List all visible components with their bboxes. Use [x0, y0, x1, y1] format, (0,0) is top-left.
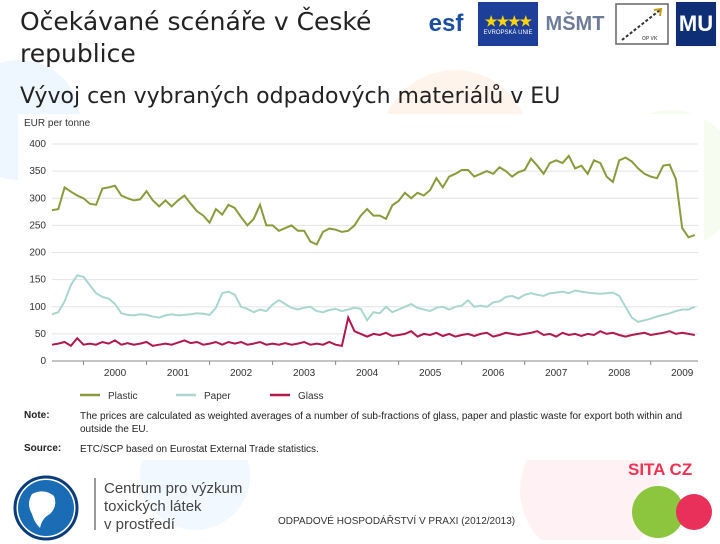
y-tick-label: 100 — [29, 302, 46, 313]
sita-logo-text: SITA CZ — [628, 460, 693, 479]
note-label: Note: — [24, 410, 50, 421]
x-tick-label: 2003 — [293, 368, 316, 379]
slide-subtitle: Vývoj cen vybraných odpadových materiálů… — [20, 84, 561, 109]
x-tick-label: 2005 — [419, 368, 442, 379]
globe-icon — [13, 475, 79, 541]
footer-divider — [94, 478, 96, 530]
eu-stars-icon: ★★★★ — [484, 12, 532, 29]
msmt-logo: MŠMT — [545, 12, 605, 35]
x-tick-label: 2004 — [356, 368, 379, 379]
y-tick-label: 300 — [29, 193, 46, 204]
source-text: ETC/SCP based on Eurostat External Trade… — [80, 444, 319, 455]
slide-title: Očekávané scénáře v České republice — [20, 7, 372, 68]
legend-label-plastic: Plastic — [108, 391, 137, 402]
y-axis-label: EUR per tonne — [24, 118, 91, 129]
x-tick-label: 2000 — [104, 368, 127, 379]
note-text: The prices are calculated as weighted av… — [80, 411, 683, 435]
x-tick-label: 2006 — [482, 368, 505, 379]
eu-logo: ★★★★ EVROPSKÁ UNIE — [478, 2, 538, 46]
opvk-logo: OP VK — [612, 2, 672, 46]
chart-panel: EUR per tonne 0 50 100 150 200 250 300 350 400 2… — [18, 114, 704, 460]
suez-sita-logo — [632, 486, 712, 538]
source-label: Source: — [24, 443, 62, 454]
y-tick-label: 400 — [29, 139, 46, 150]
opvk-arrow-icon: OP VK — [615, 3, 669, 45]
series-line-paper — [51, 274, 696, 323]
y-tick-label: 50 — [35, 329, 47, 340]
x-tick-label: 2002 — [230, 368, 253, 379]
y-tick-label: 200 — [29, 248, 46, 259]
x-tick-label: 2008 — [608, 368, 631, 379]
x-tick-label: 2007 — [545, 368, 568, 379]
logo-bar: esf ★★★★ EVROPSKÁ UNIE MŠMT OP VK MU — [418, 0, 720, 48]
legend-label-paper: Paper — [204, 391, 231, 402]
esf-logo: esf — [428, 10, 464, 37]
series-line-plastic — [51, 154, 696, 246]
footer — [0, 470, 720, 541]
y-tick-label: 250 — [29, 220, 46, 231]
centrum-text: Centrum pro výzkum toxických látek v pro… — [104, 480, 243, 533]
mu-logo: MU — [676, 2, 716, 46]
x-tick-label: 2009 — [671, 368, 694, 379]
y-tick-label: 0 — [40, 356, 46, 367]
y-tick-label: 150 — [29, 275, 46, 286]
y-tick-label: 350 — [29, 166, 46, 177]
x-tick-label: 2001 — [167, 368, 190, 379]
svg-text:OP VK: OP VK — [642, 36, 658, 42]
legend-label-glass: Glass — [298, 391, 324, 402]
footer-caption: ODPADOVÉ HOSPODÁŘSTVÍ V PRAXI (2012/2013… — [278, 516, 516, 527]
price-chart: EUR per tonne 0 50 100 150 200 250 300 350 400 2… — [24, 118, 698, 402]
series-line-glass — [51, 314, 695, 348]
